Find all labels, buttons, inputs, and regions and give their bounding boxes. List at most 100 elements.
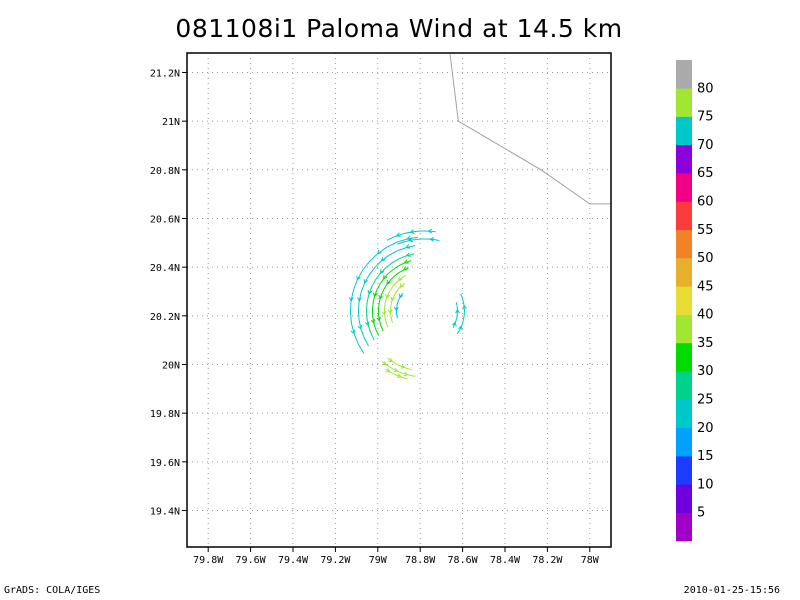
wind-arrowhead [395,232,401,237]
lat-tick-label: 21.2N [150,68,180,79]
wind-arrowhead [405,244,411,249]
wind-arrowhead [376,249,382,255]
wind-arrowhead [380,256,386,262]
wind-arrowhead [386,280,391,285]
color-bar-segment [676,314,692,344]
wind-arrowhead [427,228,433,234]
color-bar-segment [676,258,692,287]
wind-arrowhead [379,269,385,274]
wind-arc [365,253,415,341]
wind-arrowhead [376,316,381,322]
wind-arrowhead [393,306,399,312]
color-bar-label: 60 [697,195,714,210]
wind-arc [371,260,412,336]
lat-tick-label: 20N [162,360,180,371]
wind-arrowhead [388,357,394,363]
wind-arrowhead [408,237,414,243]
latitude-axis: 19.4N 19.6N 19.8N 20N 20.2N 20.4N 20.6N 20.8N 21… [150,68,187,517]
wind-arrowhead [390,296,396,302]
wind-arc [377,267,409,332]
lat-tick-label: 19.4N [150,506,180,517]
coastline [449,52,611,205]
wind-arc [397,238,440,245]
color-bar-segment [676,60,692,89]
color-bar-segment [676,427,692,457]
footer-credit: GrADS: COLA/IGES [4,585,101,596]
wind-arrowhead [350,329,355,335]
lon-tick-label: 78.8W [405,555,436,566]
lon-tick-label: 79.6W [236,555,267,566]
wind-arrowhead [429,237,435,242]
color-bar-label: 70 [697,138,714,153]
wind-arrowhead [393,367,399,373]
lon-tick-label: 79.2W [320,555,351,566]
wind-arc [456,293,465,335]
lon-tick-label: 78.2W [532,555,563,566]
color-bar-segment [676,512,692,542]
wind-arrowhead [356,275,361,281]
map-title: 081108i1 Paloma Wind at 14.5 km [175,14,623,43]
wind-arrowhead [357,297,362,303]
color-bar-label: 35 [697,336,714,351]
color-bar-label: 65 [697,166,714,181]
wind-arrowhead [403,371,409,377]
color-bar-label: 45 [697,279,714,294]
lat-tick-label: 20.4N [150,263,180,274]
wind-arrowhead [399,293,404,299]
grid-lines [187,53,611,547]
color-bar-label: 50 [697,251,714,266]
wind-arrowhead [452,321,457,327]
wind-arrowhead [385,293,390,299]
lon-tick-label: 79W [369,555,388,566]
wind-arc [452,302,458,328]
wind-arrowhead [400,364,406,369]
color-bar-label: 30 [697,364,714,379]
color-bar-label: 15 [697,449,714,464]
wind-arrowhead [357,324,362,330]
wind-arc [387,357,413,371]
wind-arrowhead [462,304,467,310]
wind-arrowhead [403,259,409,264]
plot-frame [186,52,612,548]
color-bar-label: 55 [697,223,714,238]
color-bar-segment [676,371,692,400]
wind-arrowhead [397,276,403,282]
wind-arc [395,292,404,319]
wind-arrowhead [372,292,378,298]
wind-arrowhead [455,308,461,314]
wind-arrowhead [381,310,387,316]
lat-tick-label: 20.8N [150,166,180,177]
color-bar-label: 80 [697,81,714,96]
color-bar-segment [676,229,692,259]
footer-timestamp: 2010-01-25-15:56 [683,585,780,596]
color-bar-label: 75 [697,110,714,125]
color-bar-segment [676,342,692,372]
wind-arrowhead [405,252,411,257]
color-bar-segment [676,116,692,146]
wind-arrowhead [458,325,463,331]
wind-arrowhead [387,309,393,315]
wind-vectors [348,228,467,380]
map-frame [186,52,612,548]
wind-arrowhead [399,283,405,288]
color-bar-segment [676,484,692,513]
color-bar-segment [676,399,692,429]
wind-arrowhead [402,266,408,271]
wind-arrowhead [396,373,402,378]
lon-tick-label: 78.4W [490,555,521,566]
lon-tick-label: 79.4W [278,555,309,566]
color-bar-segment [676,144,692,174]
color-bar-segment [676,456,692,485]
color-bar-segment [676,88,692,117]
lon-tick-label: 79.8W [193,555,224,566]
longitude-axis: 79.8W 79.6W 79.4W 79.2W 79W 78.8W 78.6W 78.4W 78… [193,547,600,566]
wind-arrowhead [348,296,354,302]
color-bar-segment [676,201,692,231]
wind-arrowhead [409,229,415,234]
wind-arrowhead [370,318,376,324]
color-bar-label: 25 [697,393,714,408]
wind-arrowhead [367,289,373,295]
color-bar-label: 20 [697,421,714,436]
lon-tick-label: 78W [581,555,600,566]
